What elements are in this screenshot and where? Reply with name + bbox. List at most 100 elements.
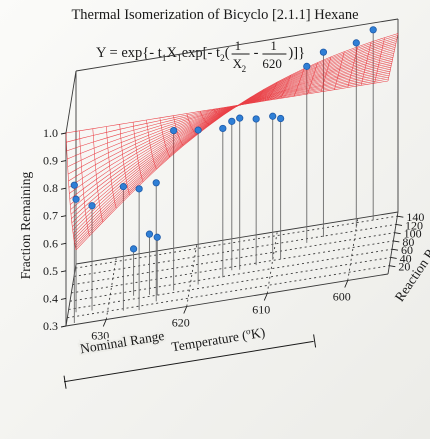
y-tick-label: 140	[406, 210, 424, 224]
surface-gridline	[66, 76, 389, 152]
x-label-sup: o	[245, 326, 252, 337]
data-point	[70, 181, 78, 189]
data-point	[130, 245, 138, 253]
floor-gridline	[75, 215, 398, 269]
y-tick-label: 20	[398, 260, 410, 274]
eq-minus: -	[254, 45, 259, 61]
data-point	[145, 230, 154, 238]
eq-paren: (	[225, 45, 230, 61]
y-tick	[390, 257, 397, 259]
z-tick	[60, 132, 67, 135]
z-tick-label: 0.4	[43, 291, 58, 305]
eq-suffix: )]}	[288, 45, 305, 61]
nominal-range-cap	[63, 375, 67, 389]
data-point	[153, 233, 161, 241]
data-point	[277, 114, 285, 123]
surface-gridline	[66, 78, 389, 143]
z-tick-label: 0.7	[43, 209, 58, 223]
data-point	[236, 114, 244, 122]
surface-mesh	[65, 33, 399, 251]
x-tick	[183, 306, 188, 314]
data-point	[319, 48, 328, 56]
y-tick	[394, 232, 401, 235]
floor-gridline	[73, 223, 397, 277]
eq-sub: 2	[220, 54, 225, 64]
data-point	[194, 126, 202, 134]
eq-frac-num: 1	[270, 38, 277, 53]
surface-gridline	[73, 45, 396, 237]
z-tick	[60, 242, 67, 245]
x-tick	[102, 319, 107, 327]
data-point	[88, 202, 96, 210]
x-tick-label: 620	[172, 316, 190, 330]
box-edge	[75, 211, 399, 265]
y-tick	[395, 223, 403, 226]
x-label-part: K)	[250, 325, 266, 342]
box-edge	[65, 70, 77, 134]
surface-gridline	[75, 33, 399, 251]
z-tick	[60, 187, 67, 190]
z-tick-label: 1.0	[43, 126, 58, 140]
x-tick-label: 610	[252, 303, 270, 317]
y-tick	[397, 215, 404, 218]
eq-frac-num: 1	[235, 38, 242, 53]
y-tick	[389, 265, 396, 268]
box-edge	[75, 18, 399, 72]
data-point	[72, 195, 80, 203]
surface-gridline	[67, 70, 391, 175]
z-tick	[60, 160, 67, 163]
x-tick-label: 600	[333, 290, 351, 304]
y-tick-label: 80	[402, 235, 414, 249]
nominal-range-cap	[313, 334, 317, 348]
floor-gridline	[186, 244, 198, 307]
surface-gridline	[79, 130, 90, 236]
eq-sub: 2	[242, 64, 247, 74]
y-tick-label: 40	[400, 251, 412, 265]
z-tick-label: 0.9	[43, 154, 58, 168]
y-tick-label: 120	[405, 218, 423, 232]
data-point	[352, 39, 360, 47]
floor-gridline	[71, 240, 394, 294]
data-point	[119, 183, 127, 191]
z-tick-label: 0.8	[43, 181, 58, 195]
eq-frac-den: X	[233, 56, 243, 71]
data-point	[152, 179, 160, 187]
surface-gridline	[69, 64, 392, 194]
data-point	[303, 62, 311, 70]
box-edge	[387, 211, 399, 275]
data-point	[252, 115, 260, 123]
data-point	[369, 26, 377, 34]
chart-title: Thermal Isomerization of Bicyclo [2.1.1]…	[71, 7, 359, 23]
box-edge	[65, 273, 389, 327]
floor-gridline	[69, 248, 393, 302]
z-tick-label: 0.6	[43, 236, 58, 250]
surface-gridline	[73, 43, 396, 240]
y-tick	[391, 248, 399, 251]
eq-var: X	[167, 45, 178, 61]
z-tick	[60, 270, 67, 273]
y-tick	[393, 240, 400, 243]
floor-gridline	[347, 218, 359, 281]
y-tick-label: 100	[404, 227, 422, 241]
nominal-range-arrow	[63, 340, 314, 383]
eq-sub: 1	[162, 54, 167, 64]
x-tick	[263, 293, 268, 301]
data-point	[228, 117, 236, 125]
floor-gridline	[67, 265, 390, 319]
floor-gridline	[72, 232, 395, 286]
z-axis-label: Fraction Remaining	[18, 171, 33, 279]
data-point	[135, 185, 143, 193]
x-tick-label: 630	[91, 329, 109, 343]
eq-sub: 1	[177, 54, 182, 64]
floor-gridline	[266, 231, 278, 294]
eq-frac-den: 620	[262, 56, 282, 71]
data-point	[269, 112, 277, 120]
z-tick	[60, 325, 67, 328]
z-tick	[60, 215, 67, 218]
floor-gridline	[105, 257, 117, 320]
surface-gridline	[65, 80, 389, 134]
z-tick	[60, 297, 67, 300]
x-label-part: Temperature (	[170, 328, 248, 355]
surface-gridline	[70, 61, 393, 205]
